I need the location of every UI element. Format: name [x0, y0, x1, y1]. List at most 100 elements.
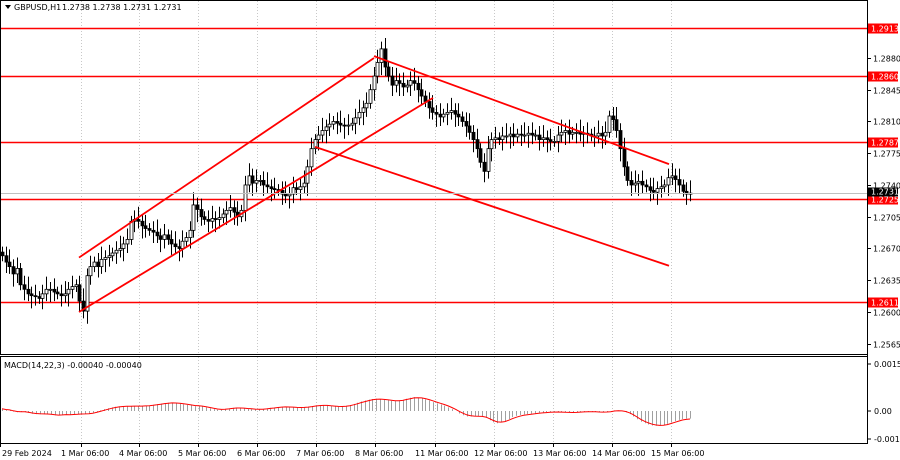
candle-body	[350, 122, 355, 126]
price-label: 1.2740	[873, 182, 900, 191]
candle-body	[662, 184, 667, 188]
candle-body	[346, 124, 351, 127]
candle-body	[81, 300, 86, 312]
candle-body	[607, 115, 612, 133]
candle-body	[265, 184, 270, 188]
time-label: 14 Mar 06:00	[592, 449, 645, 458]
time-label: 11 Mar 06:00	[415, 449, 468, 458]
candle-body	[210, 218, 215, 222]
horizontal-levels[interactable]: 1.2913 1.2860 1.2787 1.2725 1.2611	[1, 23, 899, 308]
level-tag-label: 1.2611	[871, 299, 899, 308]
candle-body	[324, 126, 329, 131]
candle-body	[55, 291, 60, 295]
candle-body	[493, 137, 498, 141]
candle-body	[611, 115, 616, 121]
candle-body	[44, 288, 49, 295]
candle-body	[88, 266, 93, 277]
time-label: 8 Mar 06:00	[355, 449, 403, 458]
candle-body	[556, 134, 561, 142]
candle-body	[423, 95, 428, 102]
level-tag-label: 1.2860	[871, 73, 899, 82]
candle-body	[298, 186, 303, 190]
candle-body	[33, 295, 38, 298]
candle-body	[670, 175, 675, 179]
trend-lines[interactable]	[78, 55, 670, 313]
candle-body	[180, 240, 185, 249]
price-label: 1.2565	[873, 341, 900, 350]
candle-body	[11, 266, 16, 275]
candle-body	[155, 231, 160, 237]
candle-body	[629, 180, 634, 186]
candle-body	[681, 184, 686, 192]
candle-body	[37, 296, 42, 299]
header: GBPUSD,H1 1.2738 1.2738 1.2731 1.2731	[5, 3, 182, 12]
candle-body	[618, 130, 623, 150]
candle-body	[147, 228, 152, 231]
candle-body	[177, 246, 182, 249]
time-label: 13 Mar 06:00	[533, 449, 586, 458]
candle-body	[397, 80, 402, 84]
candle-body	[570, 131, 575, 135]
candle-body	[107, 255, 112, 258]
candle-body	[545, 137, 550, 141]
macd-signal-line	[1, 397, 691, 426]
dropdown-triangle-icon[interactable]	[5, 5, 11, 9]
current-price-tag	[868, 187, 898, 197]
trend-line	[373, 55, 670, 165]
candle-body	[287, 193, 292, 197]
candle-body	[386, 66, 391, 77]
candle-body	[368, 89, 373, 104]
candle-body	[184, 237, 189, 242]
candle-body	[143, 225, 148, 229]
candle-body	[250, 175, 255, 184]
candle-body	[103, 257, 108, 260]
candle-body	[338, 122, 343, 126]
candle-body	[522, 134, 527, 137]
level-tag-label: 1.2787	[871, 139, 899, 148]
candle-body	[640, 180, 645, 186]
candle-body	[684, 190, 689, 195]
candle-body	[18, 268, 23, 286]
candles	[0, 37, 693, 324]
candle-body	[357, 111, 362, 119]
candle-body	[320, 130, 325, 136]
candle-body	[199, 209, 204, 218]
candle-body	[372, 75, 377, 91]
trend-line	[314, 146, 670, 267]
candle-body	[673, 175, 678, 180]
candle-body	[140, 220, 145, 227]
candle-body	[394, 80, 399, 86]
level-tag	[868, 23, 898, 34]
level-tag	[868, 297, 898, 308]
candle-body	[596, 132, 601, 137]
candle-body	[327, 123, 332, 128]
candle-body	[228, 207, 233, 211]
candle-body	[70, 286, 75, 290]
candle-body	[416, 82, 421, 91]
grid	[81, 1, 672, 443]
price-label: 1.2845	[873, 87, 900, 96]
candle-body	[92, 261, 97, 268]
candle-body	[125, 239, 130, 245]
candle-body	[269, 186, 274, 190]
candle-body	[515, 133, 520, 138]
candle-body	[191, 204, 196, 231]
candle-body	[478, 148, 483, 163]
candle-body	[489, 139, 494, 150]
candle-body	[375, 62, 380, 77]
candle-body	[0, 251, 5, 257]
macd-signal-path	[1, 397, 691, 426]
candle-body	[232, 207, 237, 213]
candle-body	[272, 188, 277, 191]
candle-body	[247, 175, 252, 186]
candle-body	[445, 111, 450, 115]
candle-body	[114, 249, 119, 254]
candle-body	[390, 75, 395, 86]
time-label: 12 Mar 06:00	[474, 449, 527, 458]
candle-body	[603, 131, 608, 137]
price-label: 1.2705	[873, 214, 900, 223]
candle-body	[408, 80, 413, 86]
candle-body	[419, 89, 424, 97]
candle-body	[379, 48, 384, 63]
